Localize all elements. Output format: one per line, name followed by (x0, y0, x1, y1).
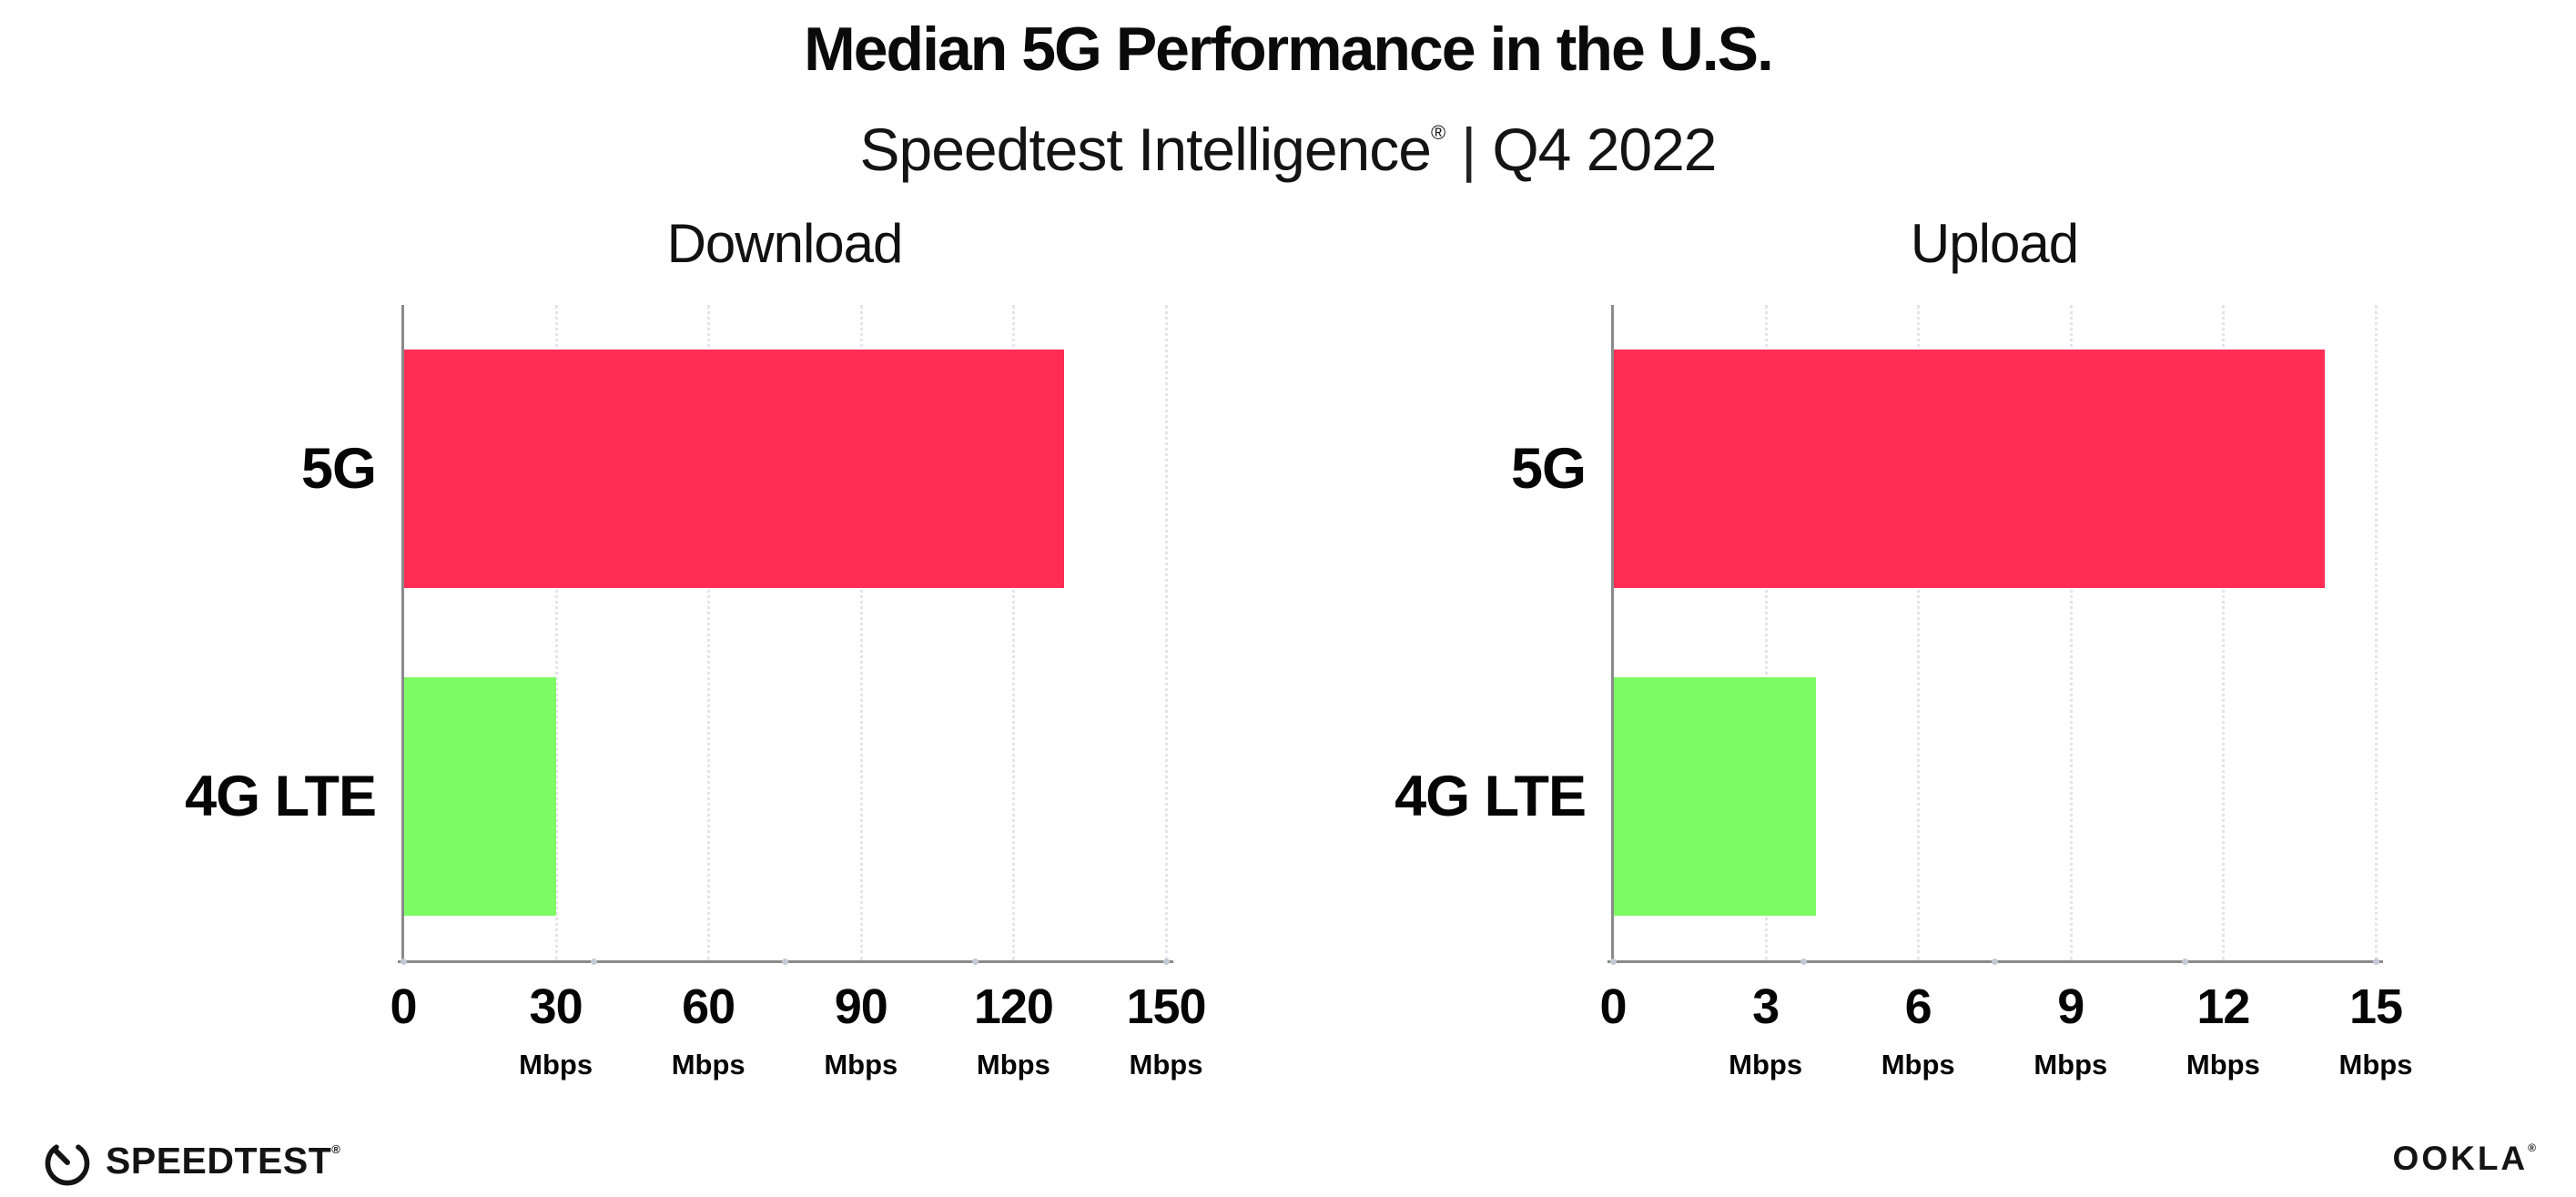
x-tick-label-0: 0 (1599, 979, 1627, 1034)
x-tick-label-30: 30 (529, 979, 583, 1034)
category-label-5g: 5G (1510, 437, 1587, 501)
x-tick-label-90: 90 (834, 979, 888, 1034)
subtitle-divider: | (1461, 116, 1476, 183)
upload-chart: Upload 0 3 Mbps 6 Mbps 9 Mbps 12 Mbps 15 Mbps 5G 4G L… (1394, 213, 2412, 1080)
x-tick-label-60: 60 (682, 979, 735, 1034)
x-tick-unit-12: Mbps (2186, 1049, 2260, 1080)
x-tick-unit-60: Mbps (671, 1049, 745, 1080)
gridline-120 (1012, 305, 1016, 960)
x-tick-unit-120: Mbps (976, 1049, 1050, 1080)
speedtest-trademark-icon: ® (331, 1141, 341, 1156)
speedtest-logo: SPEEDTEST® (42, 1134, 340, 1187)
category-label-5g: 5G (300, 437, 377, 501)
ookla-logo: OOKLA® (2392, 1140, 2536, 1177)
y-axis (1611, 305, 1614, 962)
x-tick-label-120: 120 (973, 979, 1054, 1034)
bar-5g (403, 350, 1065, 588)
bar-4g-lte (403, 677, 556, 916)
gridline-9 (2069, 305, 2073, 960)
subtitle-period: Q4 2022 (1492, 116, 1717, 183)
y-axis (401, 305, 404, 962)
subtitle-brand: Speedtest Intelligence (859, 116, 1431, 183)
axis-tick-dot (2372, 959, 2379, 965)
axis-tick-dot (1162, 959, 1170, 965)
x-tick-unit-6: Mbps (1881, 1049, 1955, 1080)
x-tick-unit-15: Mbps (2338, 1049, 2413, 1080)
x-tick-label-3: 3 (1752, 979, 1780, 1034)
subplot-title-upload: Upload (1910, 213, 2079, 274)
chart-title: Median 5G Performance in the U.S. (804, 15, 1774, 84)
gridline-15 (2375, 305, 2378, 960)
axis-tick-dot (1991, 959, 1998, 965)
x-tick-label-12: 12 (2196, 979, 2250, 1034)
download-chart: Download 0 30 Mbps 60 Mbps 90 Mbps 120 Mbps 150 Mbp… (185, 213, 1206, 1080)
gridline-6 (1917, 305, 1921, 960)
speedtest-wordmark: SPEEDTEST® (106, 1139, 341, 1182)
registered-trademark-icon: ® (1430, 121, 1445, 144)
gridline-12 (2222, 305, 2226, 960)
gridline-150 (1165, 305, 1168, 960)
gridline-30 (554, 305, 558, 960)
axis-tick-dot (781, 959, 788, 965)
gridline-90 (859, 305, 863, 960)
category-label-4g-lte: 4G LTE (185, 765, 377, 828)
x-tick-unit-30: Mbps (519, 1049, 593, 1080)
x-tick-label-150: 150 (1126, 979, 1206, 1034)
speedtest-gauge-icon (42, 1135, 93, 1186)
chart-subtitle: Speedtest Intelligence® | Q4 2022 (0, 91, 2576, 191)
bar-5g (1613, 350, 2326, 588)
gridline-3 (1764, 305, 1768, 960)
axis-tick-dot (1800, 959, 1807, 965)
gridline-60 (707, 305, 711, 960)
x-tick-unit-9: Mbps (2033, 1049, 2108, 1080)
axis-tick-dot (591, 959, 597, 965)
bar-4g-lte (1613, 677, 1817, 916)
axis-tick-dot (1609, 959, 1617, 965)
x-tick-unit-150: Mbps (1129, 1049, 1203, 1080)
axis-tick-dot (400, 959, 407, 965)
x-tick-unit-90: Mbps (824, 1049, 898, 1080)
axis-tick-dot (2182, 959, 2188, 965)
axis-tick-dot (972, 959, 979, 965)
x-tick-label-6: 6 (1904, 979, 1932, 1034)
subplot-title-download: Download (666, 213, 904, 274)
x-tick-label-15: 15 (2348, 979, 2403, 1034)
category-label-4g-lte: 4G LTE (1394, 765, 1587, 828)
x-tick-label-0: 0 (390, 979, 417, 1034)
x-tick-label-9: 9 (2057, 979, 2084, 1034)
x-tick-unit-3: Mbps (1729, 1049, 1803, 1080)
ookla-trademark-icon: ® (2528, 1141, 2536, 1154)
